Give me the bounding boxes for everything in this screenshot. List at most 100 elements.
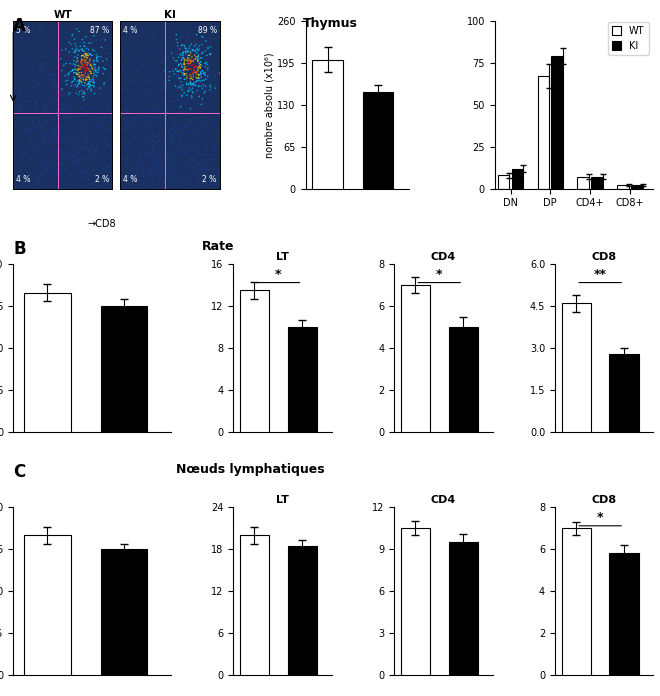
Point [18, 153, 28, 164]
Point [45, 91, 55, 102]
Point [40, 181, 51, 192]
Point [137, 141, 147, 152]
Point [53, 108, 64, 119]
Point [180, 93, 191, 104]
Point [153, 132, 164, 143]
Point [39, 84, 50, 95]
Point [51, 86, 62, 97]
Point [144, 163, 154, 174]
Point [173, 99, 183, 110]
Point [40, 146, 50, 157]
Point [25, 97, 36, 109]
Point [69, 79, 79, 90]
Point [90, 173, 101, 184]
Point [42, 107, 53, 118]
Point [11, 74, 22, 86]
Point [57, 92, 67, 103]
Point [145, 44, 155, 55]
Point [146, 108, 156, 119]
Point [67, 113, 77, 124]
Point [192, 72, 203, 83]
Point [183, 153, 194, 164]
Point [76, 165, 86, 176]
Point [20, 101, 30, 112]
Point [34, 79, 44, 90]
Point [135, 69, 145, 80]
Point [202, 164, 213, 175]
Point [185, 103, 195, 114]
Point [73, 145, 83, 157]
Point [191, 157, 202, 168]
Point [137, 73, 147, 84]
Point [53, 81, 63, 93]
Point [180, 54, 190, 65]
Point [76, 156, 86, 167]
Point [27, 136, 38, 148]
Point [145, 159, 155, 171]
Point [79, 136, 89, 147]
Point [74, 76, 84, 87]
Point [56, 104, 67, 116]
Point [146, 116, 156, 127]
Point [205, 91, 216, 102]
Point [88, 74, 99, 86]
Point [83, 78, 94, 89]
Point [213, 172, 223, 183]
Point [175, 42, 185, 53]
Point [155, 85, 166, 96]
Point [69, 111, 80, 122]
Point [124, 90, 135, 102]
Point [147, 104, 158, 116]
Point [168, 119, 179, 130]
Point [132, 92, 143, 103]
Point [28, 160, 39, 171]
Point [81, 31, 91, 42]
Point [44, 157, 55, 168]
Point [210, 83, 220, 94]
Point [25, 135, 36, 146]
Point [143, 128, 154, 139]
Point [75, 82, 85, 93]
Point [15, 145, 25, 156]
Point [61, 58, 71, 69]
Point [74, 63, 84, 74]
Point [193, 60, 204, 71]
Point [181, 18, 191, 29]
Point [203, 148, 213, 159]
Point [99, 111, 110, 122]
Point [117, 125, 127, 136]
Point [135, 133, 145, 144]
Point [64, 173, 75, 184]
Point [181, 79, 191, 90]
Point [142, 102, 152, 113]
Point [200, 98, 211, 109]
Point [18, 72, 28, 83]
Point [77, 55, 87, 66]
Point [79, 52, 89, 63]
Point [61, 150, 71, 161]
Point [127, 135, 137, 146]
Point [182, 141, 192, 152]
Point [87, 115, 98, 126]
Point [178, 47, 189, 58]
Point [77, 47, 88, 58]
Point [206, 171, 216, 182]
Point [69, 55, 79, 66]
Point [50, 88, 61, 99]
Point [10, 45, 20, 56]
Point [155, 100, 166, 111]
Point [132, 45, 143, 56]
Point [166, 139, 176, 150]
Point [29, 170, 40, 181]
Point [79, 127, 90, 139]
Point [57, 61, 68, 72]
Point [148, 143, 159, 154]
Point [76, 76, 86, 87]
Point [28, 42, 39, 53]
Point [98, 161, 108, 173]
Point [191, 52, 201, 63]
Point [212, 129, 222, 140]
Point [82, 116, 92, 127]
Point [202, 164, 213, 175]
Point [79, 61, 89, 72]
